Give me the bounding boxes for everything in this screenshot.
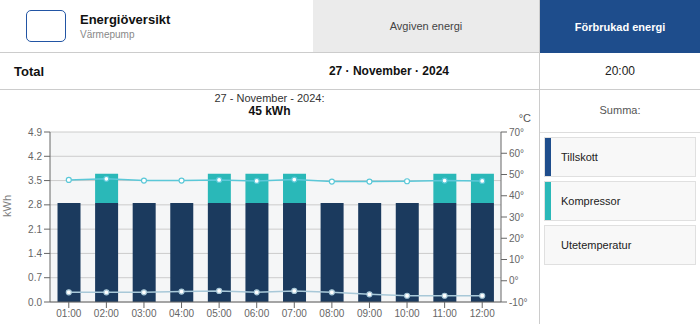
svg-text:04:00: 04:00 [169,308,194,319]
svg-text:0°: 0° [509,275,519,286]
svg-text:06:00: 06:00 [244,308,269,319]
svg-text:12:00: 12:00 [470,308,495,319]
svg-text:10:00: 10:00 [395,308,420,319]
svg-text:0.0: 0.0 [28,297,42,308]
svg-text:2.8: 2.8 [28,199,42,210]
svg-text:09:00: 09:00 [357,308,382,319]
svg-text:70°: 70° [509,127,524,138]
html-text:Total: Total [14,63,45,79]
svg-text:60°: 60° [509,148,524,159]
html-text:Summa:: Summa: [599,104,641,116]
html-text:Avgiven energi: Avgiven energi [389,20,463,32]
html-text:Värmepump: Värmepump [80,29,135,40]
svg-text:40°: 40° [509,190,524,201]
html-text:°C: °C [518,112,531,124]
svg-text:02:00: 02:00 [94,308,119,319]
svg-text:kWh: kWh [8,195,13,217]
svg-text:3.5: 3.5 [28,175,42,186]
svg-text:05:00: 05:00 [207,308,232,319]
svg-text:08:00: 08:00 [319,308,344,319]
svg-text:0.7: 0.7 [28,272,42,283]
svg-text:10°: 10° [509,254,524,265]
svg-text:07:00: 07:00 [282,308,307,319]
svg-text:01:00: 01:00 [56,308,81,319]
html-text:20:00: 20:00 [605,64,635,78]
html-text:27 - November - 2024:: 27 - November - 2024: [214,92,325,104]
svg-text:4.2: 4.2 [28,151,42,162]
svg-text:50°: 50° [509,169,524,180]
html-text:Kompressor: Kompressor [561,195,621,207]
html-text:45 kWh: 45 kWh [248,104,291,118]
svg-text:4.9: 4.9 [28,127,42,138]
svg-text:-10°: -10° [509,297,527,308]
svg-text:20°: 20° [509,233,524,244]
svg-text:11:00: 11:00 [432,308,457,319]
svg-text:1.4: 1.4 [28,248,42,259]
svg-text:2.1: 2.1 [28,224,42,235]
html-text:Utetemperatur: Utetemperatur [561,239,632,251]
html-text:Tillskott: Tillskott [561,151,598,163]
html-text:27 · November · 2024: 27 · November · 2024 [328,64,449,78]
html-text:Energiöversikt: Energiöversikt [80,12,171,27]
svg-text:30°: 30° [509,212,524,223]
html-text:Förbrukad energi: Förbrukad energi [574,20,666,33]
svg-text:03:00: 03:00 [131,308,156,319]
